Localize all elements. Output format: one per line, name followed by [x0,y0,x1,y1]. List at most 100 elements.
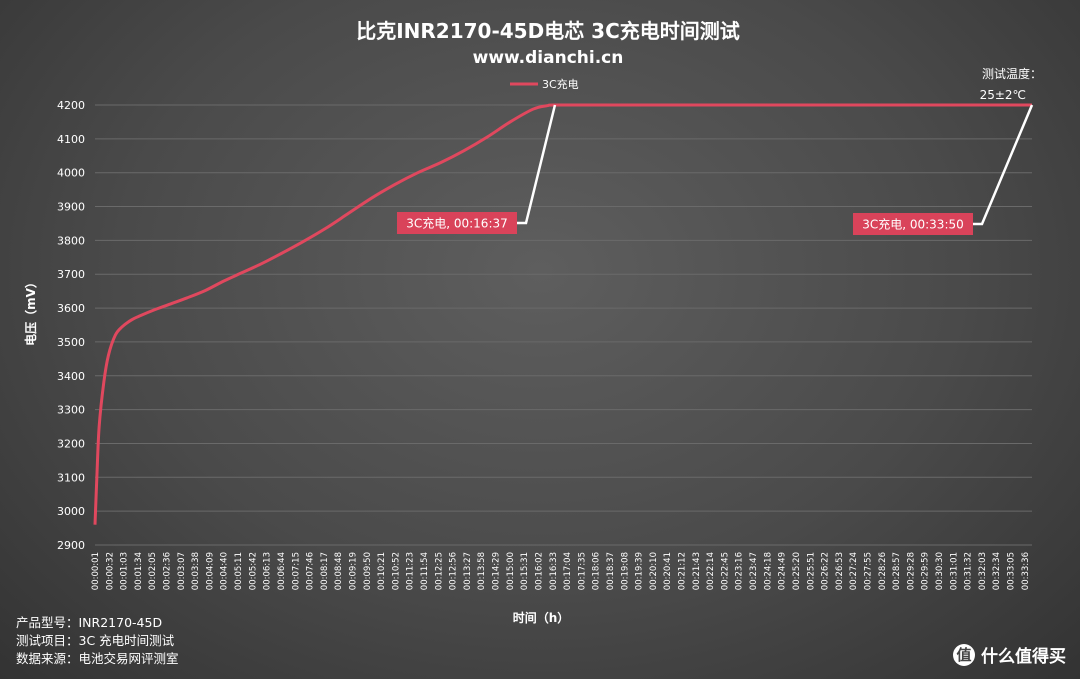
x-tick-label: 00:29:28 [906,552,916,590]
x-tick-label: 00:14:29 [492,552,502,590]
series-line [93,103,1032,525]
annotations: 3C充电, 00:16:37 3C充电, 00:33:50 [397,104,1034,235]
x-tick-label: 00:09:50 [363,552,373,590]
x-tick-label: 00:12:56 [449,552,459,590]
x-tick-label: 00:27:55 [863,552,873,590]
x-tick-label: 00:10:52 [391,552,401,590]
y-tick-label: 3700 [57,268,85,281]
x-tick-label: 00:26:22 [821,552,831,590]
x-tick-label: 00:06:13 [263,552,273,590]
annotation-leader-line [517,104,557,225]
x-tick-label: 00:26:53 [835,552,845,590]
x-tick-label: 00:32:34 [992,552,1002,590]
x-axis-label: 时间（h） [513,610,570,625]
legend: 3C充电 [510,77,579,91]
y-tick-label: 3200 [57,437,85,450]
x-tick-label: 00:03:38 [191,552,201,590]
x-tick-label: 00:06:44 [277,552,287,590]
x-tick-label: 00:28:57 [892,552,902,590]
x-tick-label: 00:32:03 [978,552,988,590]
x-tick-label: 00:02:36 [163,552,173,590]
x-tick-labels: 00:00:01 00:00:32 00:01:03 00:01:34 00:02:05… [91,552,1031,590]
y-tick-label: 4100 [57,133,85,146]
footer-data-source: 数据来源：电池交易网评测室 [16,651,179,666]
x-tick-label: 00:07:15 [291,552,301,590]
x-tick-label: 00:05:11 [234,552,244,590]
x-tick-label: 00:00:01 [91,552,101,590]
y-tick-label: 3100 [57,471,85,484]
x-tick-label: 00:01:34 [134,552,144,590]
x-tick-label: 00:21:12 [678,552,688,590]
y-axis-label: 电压（mV） [23,276,38,346]
x-tick-label: 00:20:10 [649,552,659,590]
gridlines [95,104,1032,546]
smzdm-logo-icon: 值 [953,643,975,666]
x-tick-label: 00:07:46 [306,552,316,590]
annotation-label: 3C充电, 00:33:50 [862,217,964,232]
x-tick-label: 00:31:32 [964,552,974,590]
x-tick-label: 00:27:24 [849,552,859,590]
annotation-box [397,212,517,234]
watermark: 值 什么值得买 [953,642,1066,667]
annotation-label: 3C充电, 00:16:37 [406,216,508,231]
chart-subtitle: www.dianchi.cn [473,48,624,68]
x-tick-label: 00:04:09 [205,552,215,590]
x-tick-label: 00:15:31 [520,552,530,590]
x-tick-label: 00:24:49 [778,552,788,590]
y-tick-label: 3500 [57,336,85,349]
watermark-text: 什么值得买 [981,647,1066,667]
chart-title: 比克INR2170-45D电芯 3C充电时间测试 [356,19,740,43]
annotation-leader-line [973,104,1034,226]
footer-info: 产品型号：INR2170-45D 测试项目：3C 充电时间测试 数据来源：电池交… [16,614,179,668]
x-tick-label: 00:18:06 [592,552,602,590]
y-tick-label: 4000 [57,167,85,180]
x-tick-label: 00:11:54 [420,552,430,590]
annotation-box [853,213,973,235]
x-tick-label: 00:10:21 [377,552,387,590]
y-tick-label: 3300 [57,404,85,417]
temp-note-value: 25±2℃ [980,88,1026,102]
y-tick-label: 3000 [57,505,85,518]
x-tick-label: 00:13:27 [463,552,473,590]
x-tick-label: 00:28:26 [878,552,888,590]
x-tick-label: 00:19:08 [620,552,630,590]
x-tick-label: 00:18:37 [606,552,616,590]
x-tick-label: 00:16:02 [534,552,544,590]
x-tick-label: 00:25:20 [792,552,802,590]
x-tick-label: 00:09:19 [348,552,358,590]
series-group [93,103,1032,525]
x-tick-label: 00:20:41 [663,552,673,590]
legend-label: 3C充电 [542,77,579,91]
y-tick-label: 3400 [57,370,85,383]
y-tick-label: 2900 [57,539,85,552]
x-tick-label: 00:11:23 [406,552,416,590]
x-tick-label: 00:05:42 [248,552,258,590]
x-tick-label: 00:33:05 [1007,552,1017,590]
x-tick-label: 00:24:18 [763,552,773,590]
x-tick-label: 00:25:51 [806,552,816,590]
x-tick-label: 00:33:36 [1021,552,1031,590]
x-tick-label: 00:08:17 [320,552,330,590]
x-tick-label: 00:17:04 [563,552,573,590]
footer-model: 产品型号：INR2170-45D [16,615,163,630]
x-tick-label: 00:02:05 [148,552,158,590]
y-tick-label: 4200 [57,99,85,112]
x-tick-label: 00:00:32 [105,552,115,590]
x-tick-label: 00:03:07 [177,552,187,590]
x-tick-label: 00:16:33 [549,552,559,590]
x-tick-label: 00:29:59 [921,552,931,590]
x-tick-label: 00:13:58 [477,552,487,590]
x-tick-label: 00:22:45 [720,552,730,590]
x-tick-label: 00:21:43 [692,552,702,590]
footer-test-item: 测试项目：3C 充电时间测试 [16,633,175,648]
x-tick-label: 00:17:35 [577,552,587,590]
x-tick-label: 00:01:03 [120,552,130,590]
x-tick-label: 00:12:25 [434,552,444,590]
x-tick-label: 00:19:39 [635,552,645,590]
x-tick-label: 00:04:40 [220,552,230,590]
temp-note: 测试温度： 25±2℃ [980,66,1042,102]
x-tick-label: 00:15:00 [506,552,516,590]
temp-note-label: 测试温度： [982,66,1042,81]
